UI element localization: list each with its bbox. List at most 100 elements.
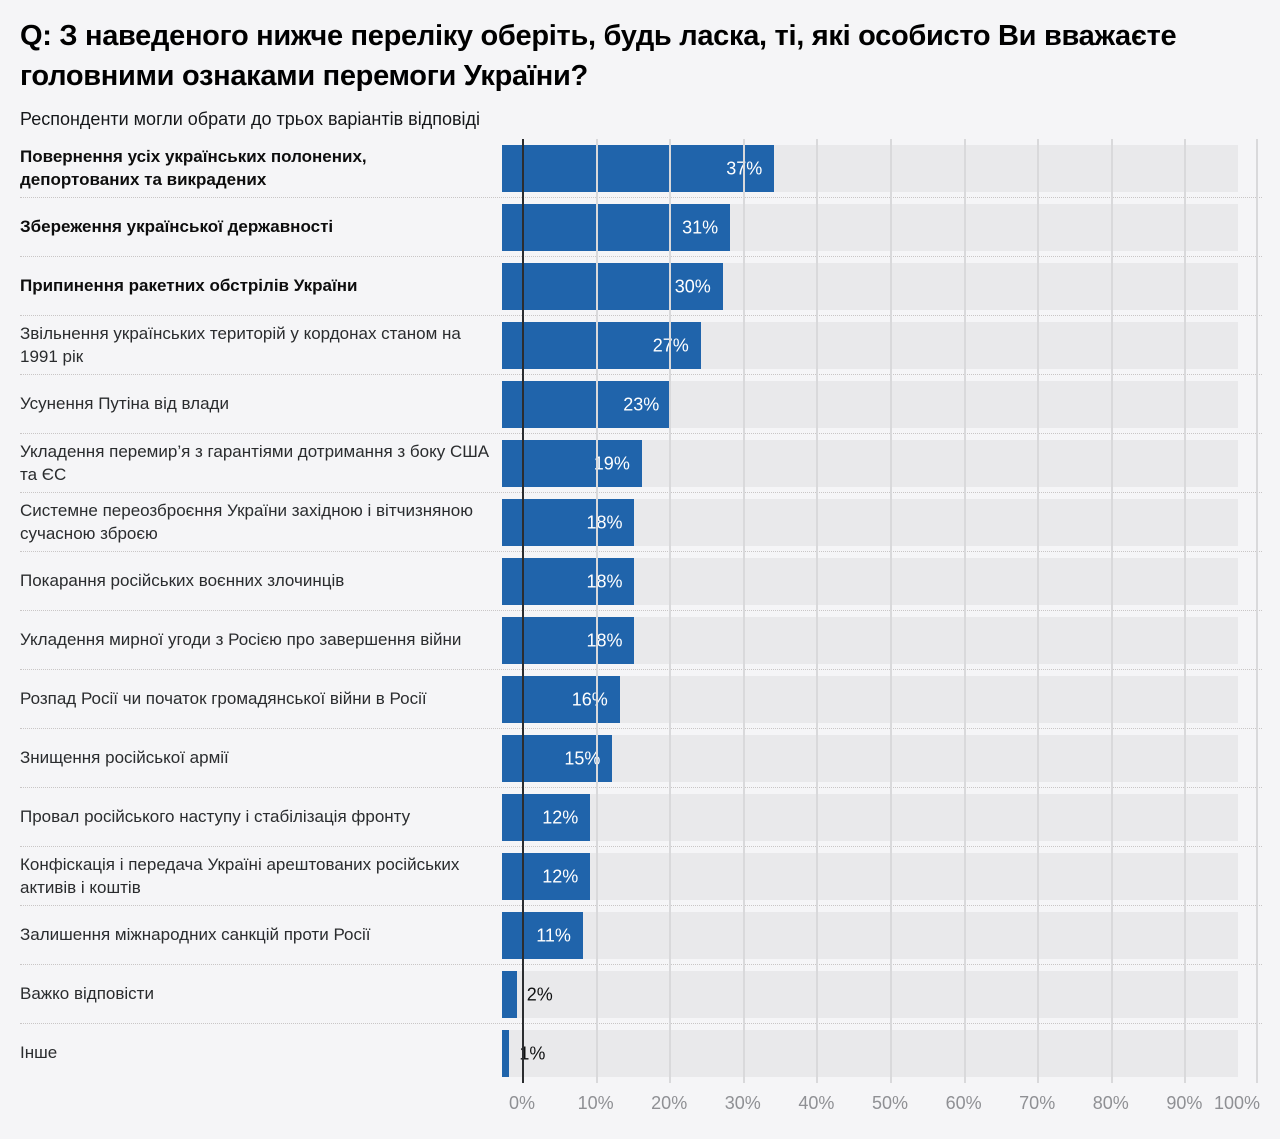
chart-row: Повернення усіх українських полонених, д…: [0, 139, 1280, 199]
x-tick-label: 30%: [724, 1093, 761, 1114]
chart-rows: Повернення усіх українських полонених, д…: [0, 139, 1280, 1083]
chart-row: Збереження української державності 31%: [0, 198, 1280, 258]
value-label: 12%: [542, 866, 579, 887]
category-label: Важко відповісти: [20, 984, 154, 1004]
chart-row: Укладення мирної угоди з Росією про заве…: [0, 611, 1280, 671]
bar-zone: 12%: [502, 794, 1238, 842]
bar-zone: 12%: [502, 853, 1238, 901]
bar: 23%: [502, 381, 672, 429]
value-label: 18%: [586, 512, 623, 533]
chart-row: Важко відповісти 2%: [0, 965, 1280, 1025]
category-label: Звільнення українських територій у кордо…: [20, 324, 461, 366]
x-tick-label: 20%: [651, 1093, 688, 1114]
value-label: 16%: [571, 689, 608, 710]
bar-zone: 30%: [502, 263, 1238, 311]
category-label: Збереження української державності: [20, 217, 334, 237]
chart-row: Звільнення українських територій у кордо…: [0, 316, 1280, 376]
x-axis: 0% 10% 20% 30% 40% 50% 60% 70% 80% 90% 100%: [509, 1083, 1260, 1127]
category-label: Знищення російської армії: [20, 748, 229, 768]
bar-track: [502, 794, 1238, 842]
x-tick-label: 40%: [798, 1093, 835, 1114]
bar: 12%: [502, 794, 591, 842]
bar: 12%: [502, 853, 591, 901]
bar-zone: 31%: [502, 204, 1238, 252]
value-label: 15%: [564, 748, 601, 769]
bar-zone: 27%: [502, 322, 1238, 370]
chart-row: Усунення Путіна від влади 23%: [0, 375, 1280, 435]
bar: 18%: [502, 617, 635, 665]
x-tick-label: 60%: [945, 1093, 982, 1114]
bar-zone: 16%: [502, 676, 1238, 724]
chart-header: Q: З наведеного нижче переліку оберіть, …: [0, 0, 1280, 130]
chart-row: Провал російського наступу і стабілізаці…: [0, 788, 1280, 848]
bar: 11%: [502, 912, 583, 960]
x-tick-label: 0%: [508, 1093, 536, 1114]
x-tick-label: 90%: [1166, 1093, 1203, 1114]
category-label: Укладення мирної угоди з Росією про заве…: [20, 630, 462, 650]
bar-track: [502, 853, 1238, 901]
bar-zone: 15%: [502, 735, 1238, 783]
x-tick-label: 80%: [1092, 1093, 1129, 1114]
chart-row: Системне переозброєння України західною …: [0, 493, 1280, 553]
category-label: Конфіскація і передача Україні арештован…: [20, 855, 460, 897]
bar-track: [502, 735, 1238, 783]
chart-row: Покарання російських воєнних злочинців 18…: [0, 552, 1280, 612]
bar-zone: 19%: [502, 440, 1238, 488]
bar: 30%: [502, 263, 723, 311]
value-label: 2%: [526, 984, 553, 1005]
chart-title: Q: З наведеного нижче переліку оберіть, …: [20, 20, 1177, 93]
x-tick-label: 100%: [1213, 1093, 1260, 1114]
category-label: Укладення перемир’я з гарантіями дотрима…: [20, 442, 490, 484]
chart-row: Інше 1%: [0, 1024, 1280, 1083]
bar: 19%: [502, 440, 642, 488]
bar: 27%: [502, 322, 701, 370]
bar: [502, 971, 517, 1019]
value-label: 1%: [519, 1043, 546, 1064]
value-label: 18%: [586, 630, 623, 651]
bar: 18%: [502, 558, 635, 606]
bar: 18%: [502, 499, 635, 547]
bar: 15%: [502, 735, 613, 783]
value-label: 19%: [593, 453, 630, 474]
value-label: 18%: [586, 571, 623, 592]
bar-track: [502, 1030, 1238, 1078]
x-tick-label: 50%: [871, 1093, 909, 1114]
category-label: Залишення міжнародних санкцій проти Росі…: [20, 925, 371, 945]
x-tick-label: 70%: [1019, 1093, 1056, 1114]
value-label: 27%: [652, 335, 689, 356]
value-label: 30%: [674, 276, 711, 297]
bar-track: [502, 971, 1238, 1019]
chart-row: Знищення російської армії 15%: [0, 729, 1280, 789]
value-label: 12%: [542, 807, 579, 828]
bar-zone: 18%: [502, 499, 1238, 547]
category-label: Покарання російських воєнних злочинців: [20, 571, 345, 591]
category-label: Припинення ракетних обстрілів України: [20, 276, 358, 296]
value-label: 11%: [536, 925, 571, 946]
x-tick-label: 10%: [577, 1093, 614, 1114]
category-label: Усунення Путіна від влади: [20, 394, 229, 414]
bar-zone: 18%: [502, 617, 1238, 665]
value-label: 31%: [682, 217, 719, 238]
bar-zone: 11%: [502, 912, 1238, 960]
value-label: 23%: [623, 394, 660, 415]
category-label: Повернення усіх українських полонених, д…: [20, 147, 367, 189]
bar-zone: 1%: [502, 1030, 1238, 1078]
bar: 16%: [502, 676, 620, 724]
chart-subtitle: Респонденти могли обрати до трьох варіан…: [20, 109, 481, 130]
bar-zone: 23%: [502, 381, 1238, 429]
bar-track: [502, 676, 1238, 724]
chart-row: Припинення ракетних обстрілів України 30%: [0, 257, 1280, 317]
bar: 31%: [502, 204, 731, 252]
chart-row: Розпад Росії чи початок громадянської ві…: [0, 670, 1280, 730]
bar-zone: 18%: [502, 558, 1238, 606]
chart-row: Конфіскація і передача Україні арештован…: [0, 847, 1280, 907]
category-label: Інше: [20, 1043, 58, 1063]
bar: 37%: [502, 145, 775, 193]
bar: [502, 1030, 510, 1078]
bar-zone: 37%: [502, 145, 1238, 193]
bar-track: [502, 912, 1238, 960]
value-label: 37%: [726, 158, 763, 179]
bar-zone: 2%: [502, 971, 1238, 1019]
category-label: Системне переозброєння України західною …: [20, 501, 473, 543]
